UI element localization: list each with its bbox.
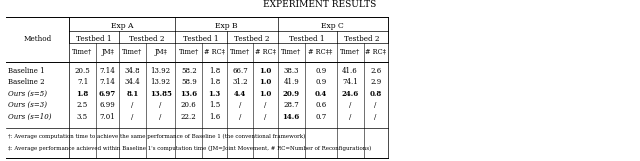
Text: 28.7: 28.7: [284, 101, 299, 109]
Text: †: Average computation time to achieve the same performance of Baseline 1 (the c: †: Average computation time to achieve t…: [8, 133, 305, 139]
Text: 3.5: 3.5: [77, 113, 88, 121]
Text: 4.4: 4.4: [234, 90, 246, 98]
Text: 41.9: 41.9: [284, 78, 299, 86]
Text: 14.6: 14.6: [283, 113, 300, 121]
Text: Exp C: Exp C: [321, 22, 344, 30]
Text: /: /: [239, 113, 241, 121]
Text: 2.6: 2.6: [370, 67, 381, 75]
Text: /: /: [239, 101, 241, 109]
Text: # RC‡: # RC‡: [204, 47, 225, 56]
Text: 6.97: 6.97: [99, 90, 116, 98]
Text: 2.9: 2.9: [370, 78, 381, 86]
Text: Time†: Time†: [340, 47, 360, 56]
Text: 0.6: 0.6: [315, 101, 326, 109]
Text: /: /: [159, 101, 162, 109]
Text: 0.8: 0.8: [369, 90, 382, 98]
Text: 0.4: 0.4: [314, 90, 327, 98]
Text: 7.14: 7.14: [100, 78, 115, 86]
Text: 34.8: 34.8: [125, 67, 140, 75]
Text: 1.0: 1.0: [259, 78, 272, 86]
Text: Exp B: Exp B: [215, 22, 238, 30]
Text: EXPERIMENT RESULTS: EXPERIMENT RESULTS: [264, 0, 376, 9]
Text: 7.01: 7.01: [100, 113, 115, 121]
Text: Ours (s=3): Ours (s=3): [8, 101, 47, 109]
Text: /: /: [264, 101, 267, 109]
Text: 13.92: 13.92: [150, 67, 171, 75]
Text: 1.8: 1.8: [76, 90, 89, 98]
Text: 34.4: 34.4: [125, 78, 140, 86]
Text: /: /: [374, 101, 377, 109]
Text: 66.7: 66.7: [232, 67, 248, 75]
Text: /: /: [131, 101, 134, 109]
Text: 20.5: 20.5: [75, 67, 90, 75]
Text: 1.8: 1.8: [209, 78, 220, 86]
Text: # RC‡‡: # RC‡‡: [308, 47, 333, 56]
Text: Time†: Time†: [72, 47, 93, 56]
Text: Testbed 2: Testbed 2: [234, 35, 270, 43]
Text: 1.8: 1.8: [209, 67, 220, 75]
Text: 7.1: 7.1: [77, 78, 88, 86]
Text: 20.9: 20.9: [283, 90, 300, 98]
Text: /: /: [349, 113, 351, 121]
Text: 41.6: 41.6: [342, 67, 358, 75]
Text: Time†: Time†: [230, 47, 250, 56]
Text: 1.3: 1.3: [209, 90, 220, 98]
Text: Ours (s=10): Ours (s=10): [8, 113, 52, 121]
Text: 13.92: 13.92: [150, 78, 171, 86]
Text: ‡: Average performance achieved within Baseline 1's computation time (JM=Joint M: ‡: Average performance achieved within B…: [8, 146, 371, 151]
Text: 1.5: 1.5: [209, 101, 220, 109]
Text: /: /: [159, 113, 162, 121]
Text: 1.0: 1.0: [259, 67, 272, 75]
Text: 58.2: 58.2: [181, 67, 196, 75]
Text: Time†: Time†: [281, 47, 301, 56]
Text: # RC‡: # RC‡: [255, 47, 276, 56]
Text: /: /: [131, 113, 134, 121]
Text: 74.1: 74.1: [342, 78, 358, 86]
Text: Time†: Time†: [122, 47, 143, 56]
Text: Exp A: Exp A: [111, 22, 134, 30]
Text: Testbed 1: Testbed 1: [183, 35, 219, 43]
Text: 2.5: 2.5: [77, 101, 88, 109]
Text: Baseline 1: Baseline 1: [8, 67, 45, 75]
Text: 0.7: 0.7: [315, 113, 326, 121]
Text: 6.99: 6.99: [100, 101, 115, 109]
Text: 20.6: 20.6: [181, 101, 196, 109]
Text: 24.6: 24.6: [342, 90, 358, 98]
Text: /: /: [264, 113, 267, 121]
Text: Method: Method: [24, 35, 52, 43]
Text: 0.9: 0.9: [315, 78, 326, 86]
Text: 1.0: 1.0: [259, 90, 272, 98]
Text: 22.2: 22.2: [181, 113, 196, 121]
Text: 38.3: 38.3: [284, 67, 299, 75]
Text: 31.2: 31.2: [232, 78, 248, 86]
Text: Testbed 1: Testbed 1: [289, 35, 325, 43]
Text: Baseline 2: Baseline 2: [8, 78, 45, 86]
Text: Testbed 1: Testbed 1: [76, 35, 112, 43]
Text: 13.85: 13.85: [150, 90, 172, 98]
Text: Ours (s=5): Ours (s=5): [8, 90, 47, 98]
Text: 58.9: 58.9: [181, 78, 196, 86]
Text: 7.14: 7.14: [100, 67, 115, 75]
Text: 13.6: 13.6: [180, 90, 197, 98]
Text: JM‡: JM‡: [154, 47, 167, 56]
Text: # RC‡: # RC‡: [365, 47, 386, 56]
Text: Testbed 2: Testbed 2: [344, 35, 380, 43]
Text: 8.1: 8.1: [126, 90, 139, 98]
Text: Time†: Time†: [179, 47, 199, 56]
Text: 1.6: 1.6: [209, 113, 220, 121]
Text: /: /: [374, 113, 377, 121]
Text: Testbed 2: Testbed 2: [129, 35, 165, 43]
Text: 0.9: 0.9: [315, 67, 326, 75]
Text: /: /: [349, 101, 351, 109]
Text: JM‡: JM‡: [101, 47, 114, 56]
